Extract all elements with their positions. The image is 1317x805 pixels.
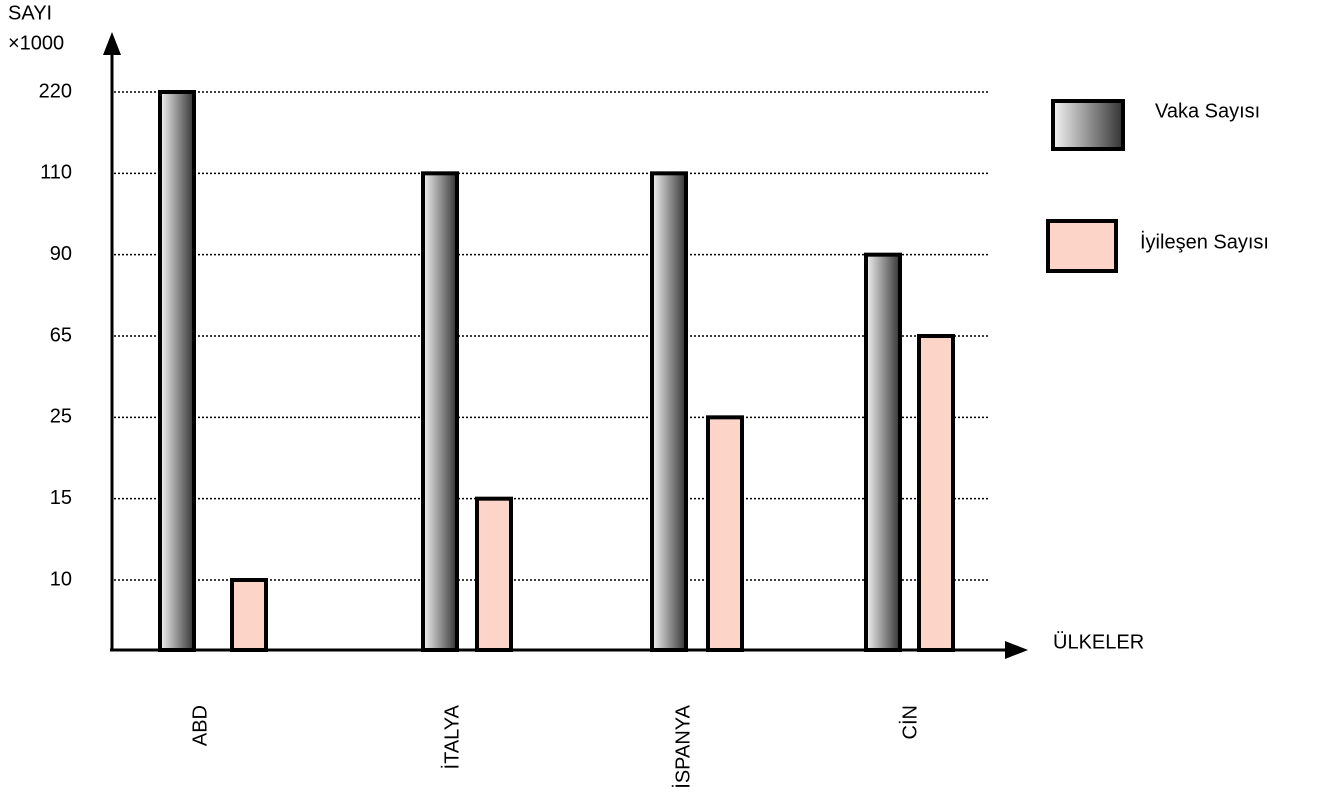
y-tick-label: 220 bbox=[39, 80, 72, 102]
legend-label: Vaka Sayısı bbox=[1155, 100, 1260, 122]
bar bbox=[706, 415, 744, 653]
x-tick-label: İSPANYA bbox=[671, 704, 694, 788]
bar bbox=[421, 171, 459, 652]
x-tick-label: İTALYA bbox=[440, 704, 463, 769]
bar bbox=[917, 334, 955, 652]
y-tick-label: 10 bbox=[50, 568, 72, 590]
legend-swatch bbox=[1046, 219, 1118, 273]
y-axis-label: SAYI bbox=[8, 2, 52, 24]
bar bbox=[650, 171, 688, 652]
y-tick-label: 110 bbox=[40, 162, 72, 184]
y-tick-label: 90 bbox=[50, 243, 72, 265]
legend-swatch bbox=[1051, 99, 1125, 151]
legend-label: İyileşen Sayısı bbox=[1140, 230, 1269, 253]
bar bbox=[230, 578, 268, 652]
bar bbox=[864, 252, 902, 653]
y-axis-arrow bbox=[103, 32, 121, 55]
x-axis-arrow bbox=[1005, 641, 1028, 659]
bar bbox=[158, 90, 196, 652]
y-tick-label: 15 bbox=[50, 487, 72, 509]
y-tick-label: 25 bbox=[50, 406, 72, 428]
x-tick-label: CİN bbox=[898, 705, 921, 739]
x-tick-label: ABD bbox=[189, 705, 211, 746]
y-axis-label: ×1000 bbox=[8, 32, 64, 54]
bar bbox=[475, 496, 513, 652]
x-axis-label: ÜLKELER bbox=[1053, 631, 1144, 653]
y-tick-label: 65 bbox=[50, 324, 72, 346]
